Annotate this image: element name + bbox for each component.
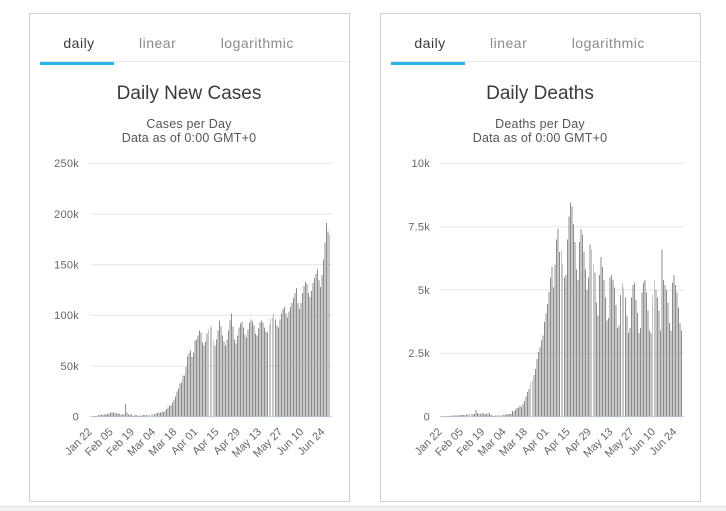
svg-text:10k: 10k <box>412 158 431 170</box>
svg-text:50k: 50k <box>61 361 80 373</box>
svg-text:150k: 150k <box>54 260 79 272</box>
svg-text:0: 0 <box>424 411 430 423</box>
svg-text:250k: 250k <box>54 158 79 170</box>
svg-text:5k: 5k <box>418 285 430 297</box>
svg-text:7.5k: 7.5k <box>408 222 430 234</box>
svg-text:2.5k: 2.5k <box>408 348 430 360</box>
svg-text:0: 0 <box>73 411 79 423</box>
svg-text:100k: 100k <box>54 310 79 322</box>
svg-text:200k: 200k <box>54 209 79 221</box>
